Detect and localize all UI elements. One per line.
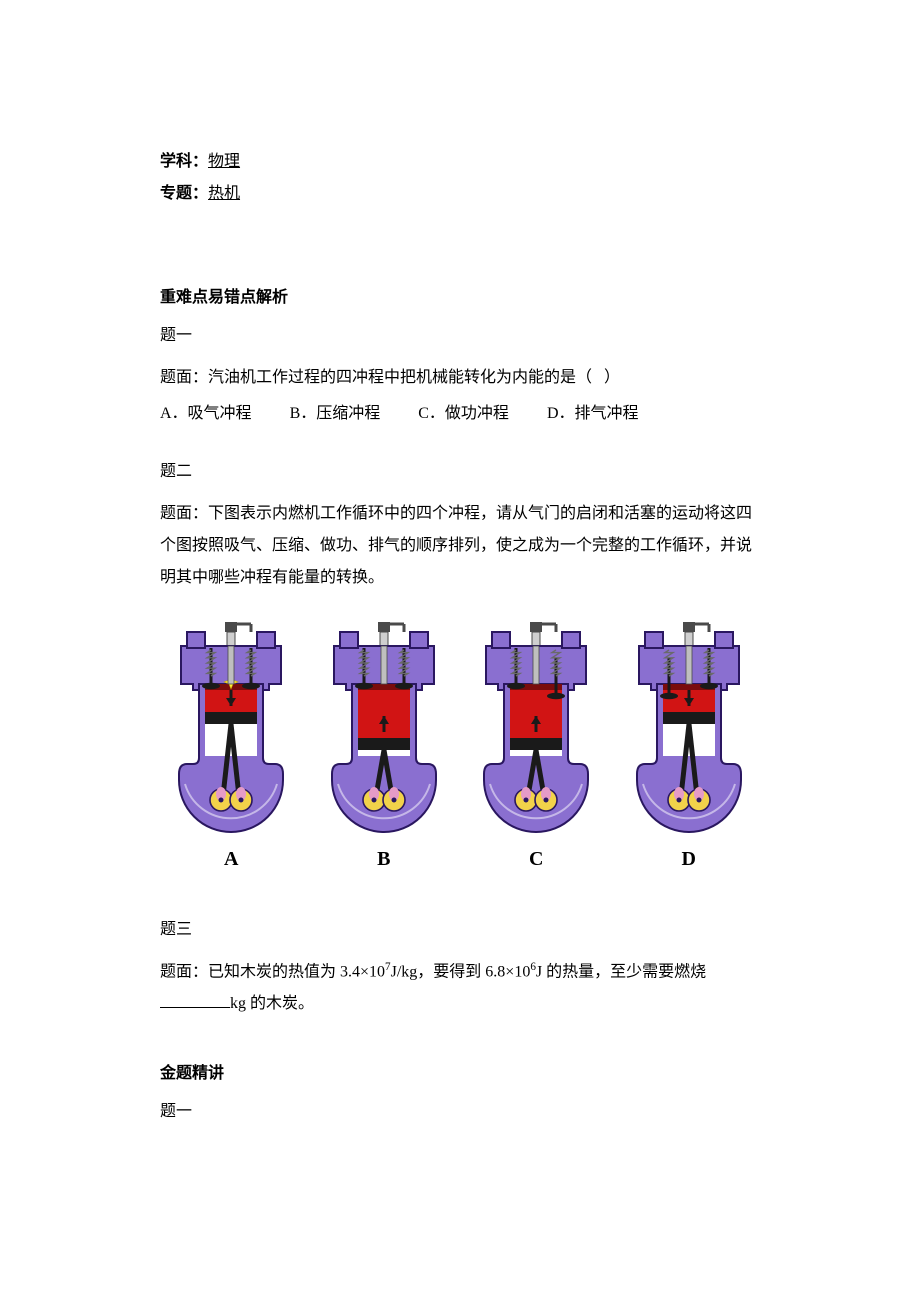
engine-column-b: B — [313, 618, 456, 874]
engine-column-d: D — [618, 618, 761, 874]
q3-mid1: J/kg，要得到 6.8×10 — [391, 963, 531, 980]
spacer — [160, 1028, 760, 1062]
engine-label-d: D — [682, 844, 696, 874]
q1-options: A．吸气冲程 B．压缩冲程 C．做功冲程 D．排气冲程 — [160, 402, 760, 426]
q1-prompt: 题面：汽油机工作过程的四冲程中把机械能转化为内能的是（ ） — [160, 362, 760, 394]
q1-option-d: D．排气冲程 — [547, 402, 639, 426]
meta-subject-value: 物理 — [208, 153, 240, 170]
q1-option-b: B．压缩冲程 — [290, 402, 381, 426]
q1-prompt-prefix: 题面：汽油机工作过程的四冲程中把机械能转化为内能的是（ — [160, 369, 592, 386]
q3-before: 题面：已知木炭的热值为 3.4×10 — [160, 963, 385, 980]
q3-after: kg 的木炭。 — [230, 995, 314, 1012]
meta-topic-value: 热机 — [208, 185, 240, 202]
spacer — [160, 214, 760, 286]
engine-diagram-a — [161, 618, 301, 838]
q3-blank — [160, 991, 230, 1008]
section2-q1-label: 题一 — [160, 1100, 760, 1124]
spacer — [160, 884, 760, 918]
engine-diagrams-row: A B — [160, 618, 760, 874]
meta-topic-line: 专题：热机 — [160, 182, 760, 206]
q2-label: 题二 — [160, 460, 760, 484]
meta-topic-label: 专题： — [160, 185, 208, 202]
engine-label-c: C — [529, 844, 543, 874]
page-root: 学科：物理 专题：热机 重难点易错点解析 题一 题面：汽油机工作过程的四冲程中把… — [0, 0, 920, 1302]
engine-diagram-d — [619, 618, 759, 838]
section1-title: 重难点易错点解析 — [160, 286, 760, 310]
engine-label-a: A — [224, 844, 238, 874]
meta-subject-label: 学科： — [160, 153, 208, 170]
q3-prompt: 题面：已知木炭的热值为 3.4×107J/kg，要得到 6.8×106J 的热量… — [160, 956, 760, 1020]
engine-column-c: C — [465, 618, 608, 874]
q2-prompt: 题面：下图表示内燃机工作循环中的四个冲程，请从气门的启闭和活塞的运动将这四个图按… — [160, 498, 760, 594]
q1-option-a: A．吸气冲程 — [160, 402, 252, 426]
meta-subject-line: 学科：物理 — [160, 150, 760, 174]
engine-label-b: B — [377, 844, 390, 874]
engine-diagram-c — [466, 618, 606, 838]
section2-title: 金题精讲 — [160, 1062, 760, 1086]
q1-label: 题一 — [160, 324, 760, 348]
q1-option-c: C．做功冲程 — [418, 402, 509, 426]
spacer — [160, 426, 760, 460]
engine-column-a: A — [160, 618, 303, 874]
q3-label: 题三 — [160, 918, 760, 942]
engine-diagram-b — [314, 618, 454, 838]
q1-prompt-suffix: ） — [604, 369, 620, 386]
q3-mid2: J 的热量，至少需要燃烧 — [536, 963, 706, 980]
